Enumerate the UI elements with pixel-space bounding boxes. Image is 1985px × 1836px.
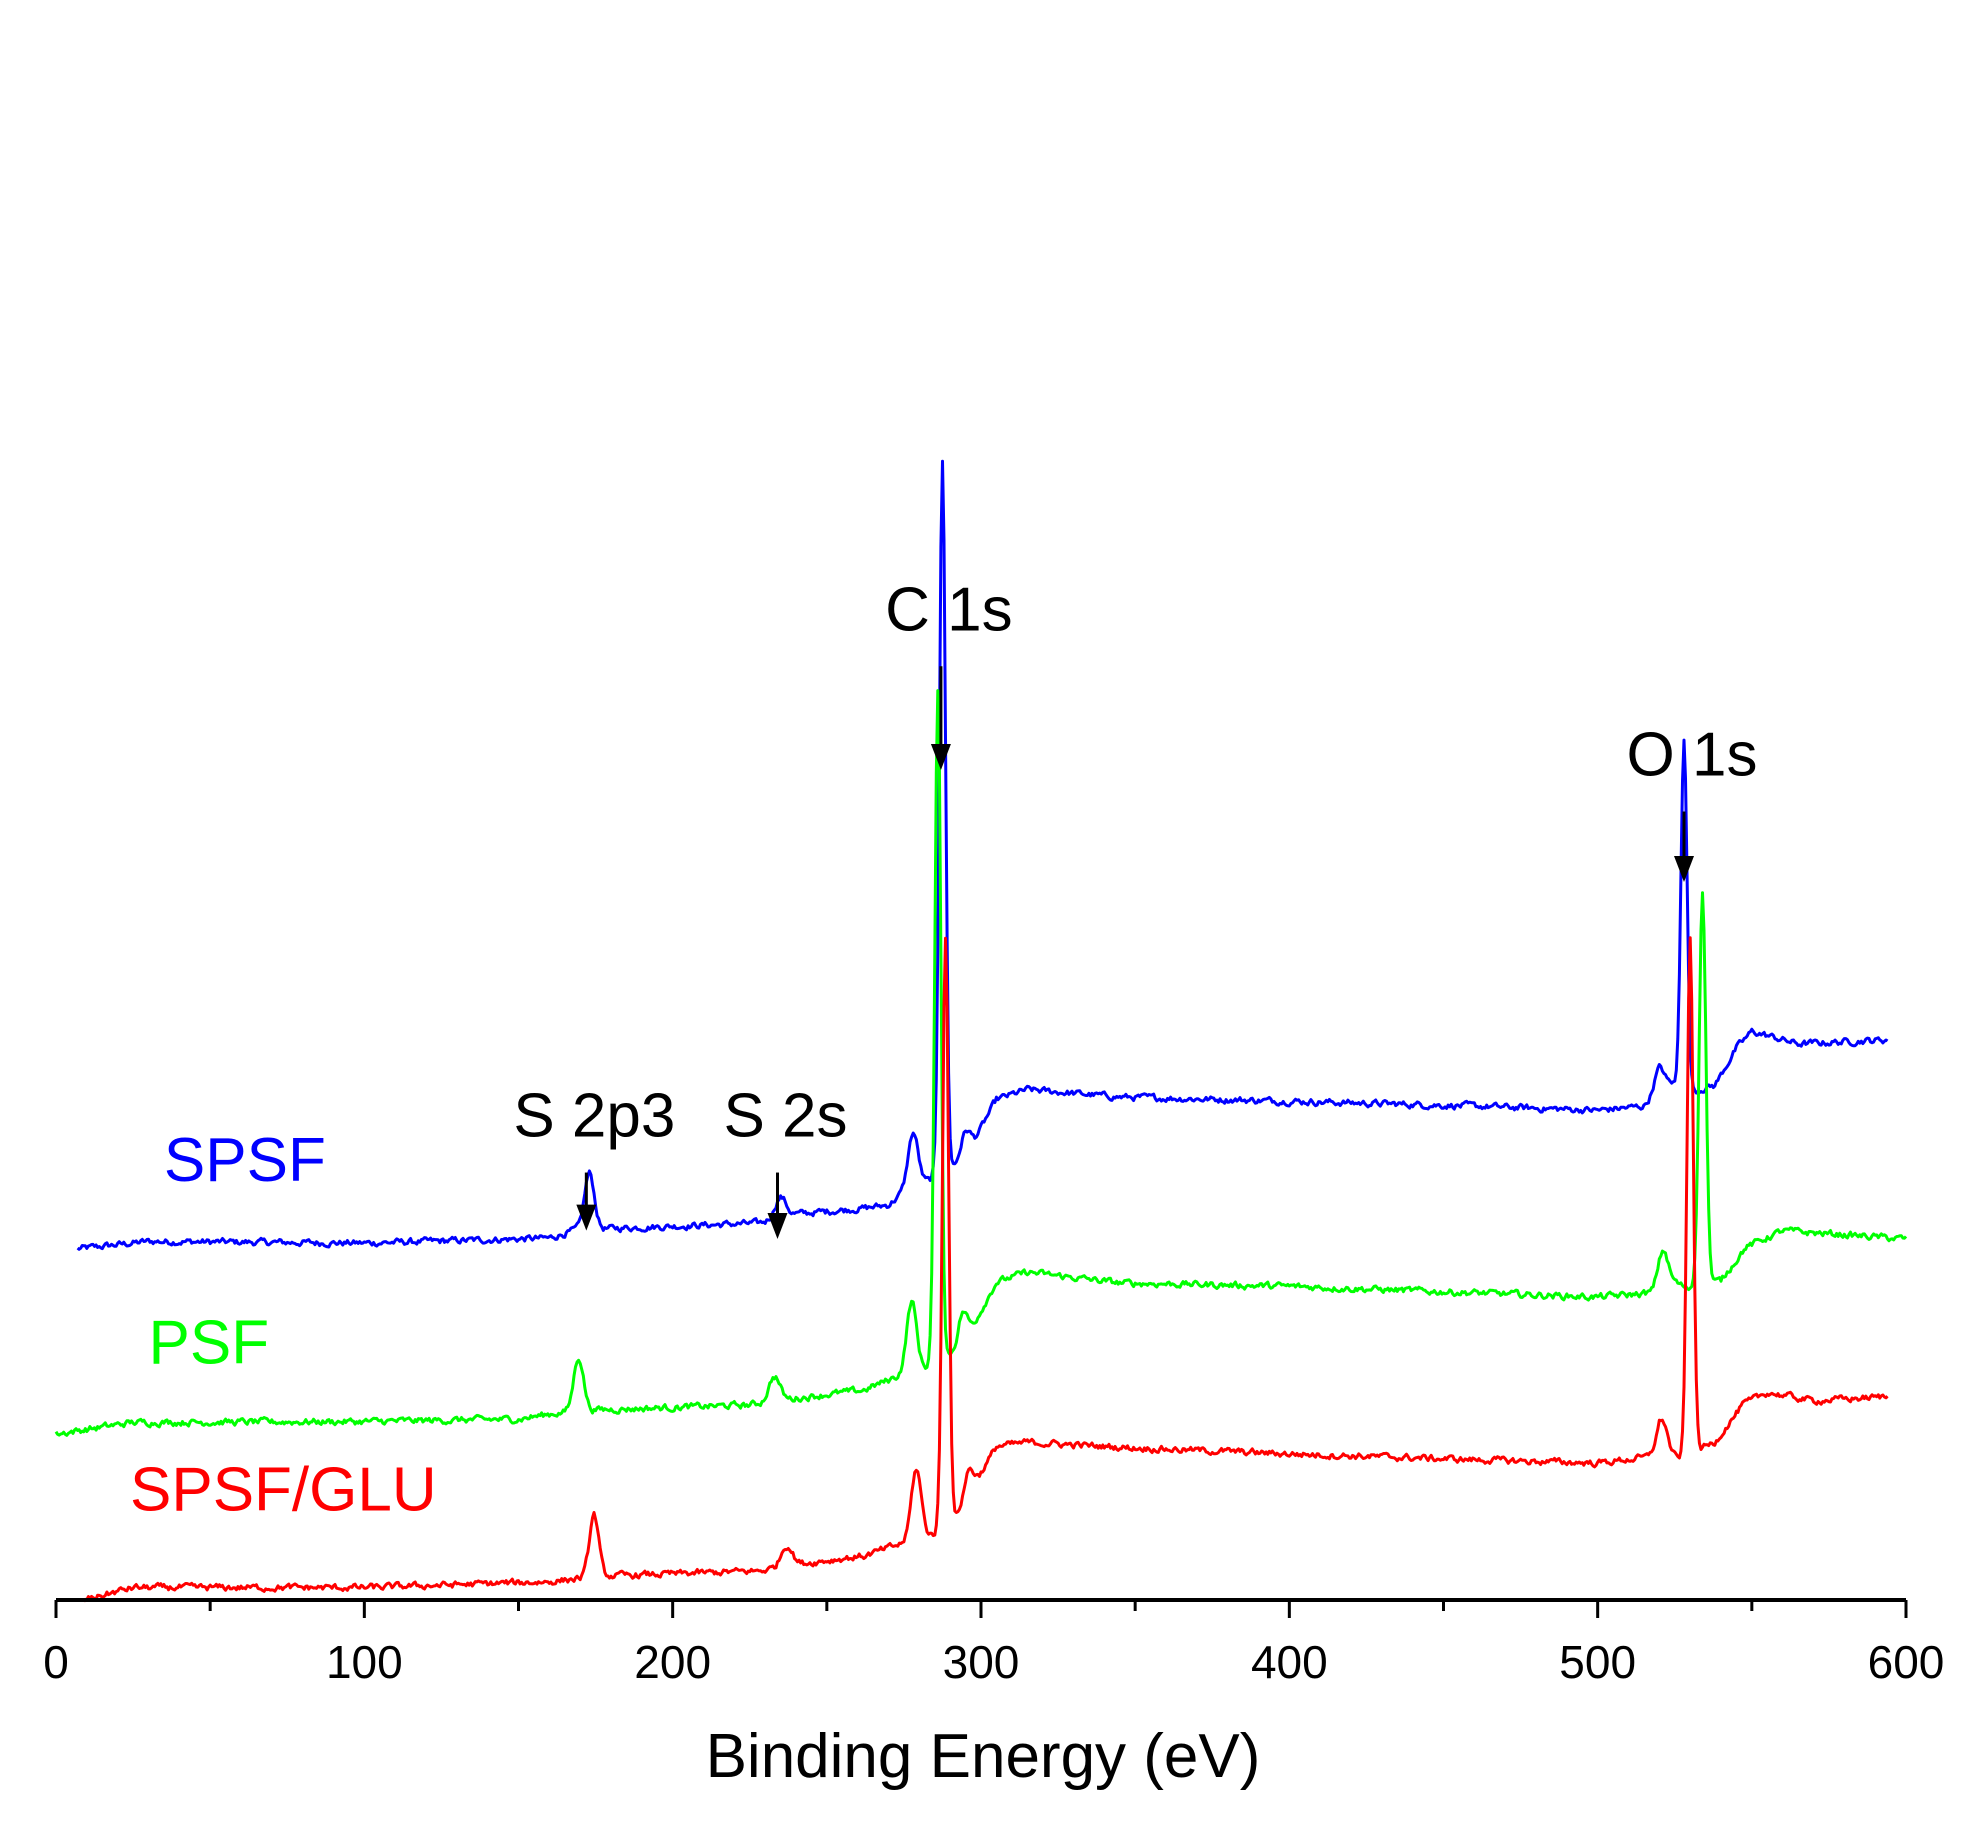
x-tick-label: 100: [326, 1636, 403, 1688]
annotation-arrow-head: [576, 1204, 597, 1231]
series-label-psf: PSF: [149, 1308, 270, 1377]
x-axis-title: Binding Energy (eV): [706, 1722, 1261, 1791]
series-label-spsf-glu: SPSF/GLU: [130, 1455, 437, 1524]
x-tick-label: 500: [1559, 1636, 1636, 1688]
x-axis-ticks: 0 100 200 300 400 500 600: [43, 1600, 1944, 1688]
annotation-s-2s: S 2s: [723, 1082, 847, 1151]
x-tick-label: 0: [43, 1636, 69, 1688]
x-tick-label: 200: [634, 1636, 711, 1688]
peak-annotations: C 1s O 1s S 2p3 S 2s: [513, 575, 1757, 1239]
annotation-arrow-head: [767, 1212, 788, 1239]
annotation-arrow-head: [1674, 856, 1694, 883]
x-tick-label: 600: [1868, 1636, 1945, 1688]
x-tick-label: 300: [943, 1636, 1020, 1688]
series-labels: SPSF PSF SPSF/GLU: [130, 1126, 437, 1525]
annotation-s-2p3: S 2p3: [513, 1082, 675, 1151]
series-line-spsf-glu: [82, 936, 1889, 1603]
series-layer: [54, 459, 1908, 1603]
annotation-arrow-head: [930, 744, 951, 770]
annotation-c-1s: C 1s: [885, 575, 1012, 644]
series-label-spsf: SPSF: [164, 1126, 326, 1195]
annotation-o-1s: O 1s: [1627, 721, 1758, 790]
series-line-psf: [54, 689, 1908, 1437]
series-line-spsf: [76, 459, 1889, 1251]
x-tick-label: 400: [1251, 1636, 1328, 1688]
